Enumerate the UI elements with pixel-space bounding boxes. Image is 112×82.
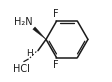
Text: H: H (26, 49, 32, 58)
Text: F: F (52, 60, 58, 70)
Text: F: F (52, 9, 58, 19)
Polygon shape (33, 27, 46, 39)
Text: HCl: HCl (13, 64, 30, 74)
Text: H₂N: H₂N (14, 17, 32, 27)
